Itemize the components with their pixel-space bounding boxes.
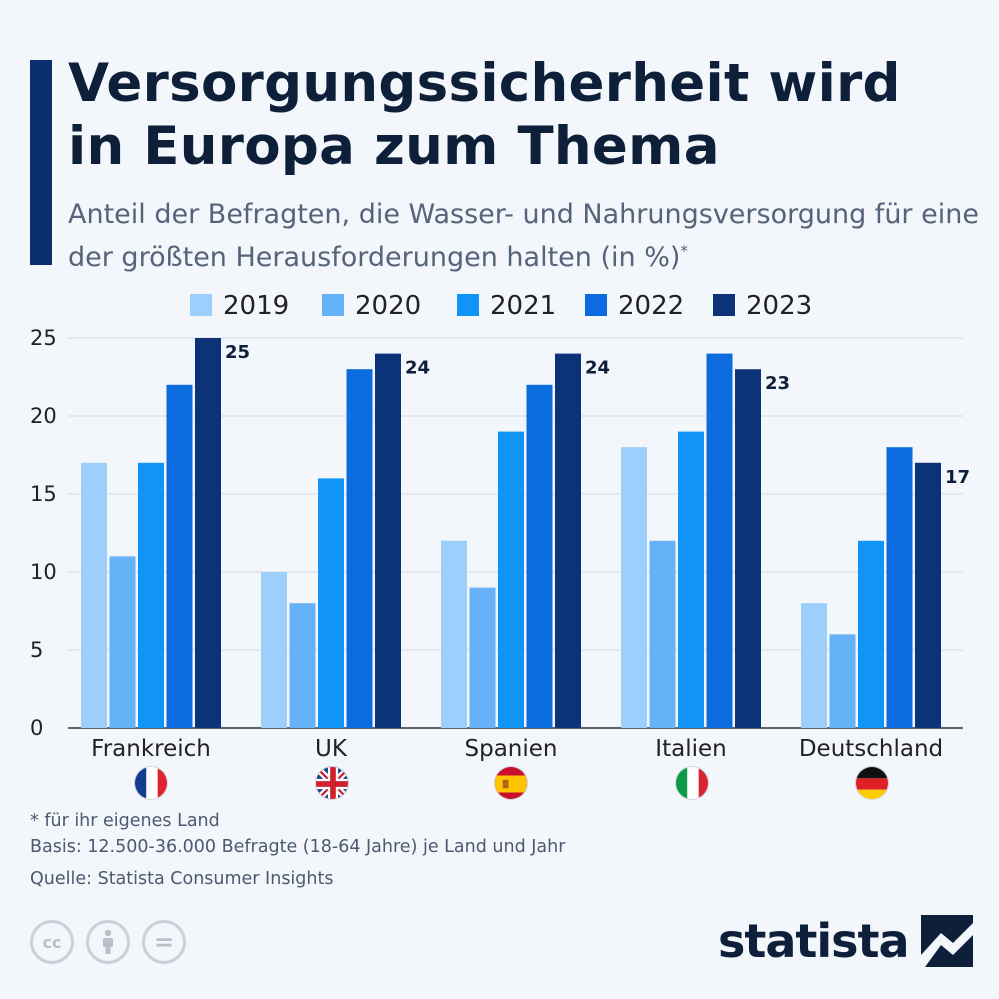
legend-label: 2020 <box>355 291 421 321</box>
bar <box>526 384 553 728</box>
chart-title: Versorgungssicherheit wird in Europa zum… <box>68 53 901 177</box>
y-tick-label: 20 <box>30 404 57 428</box>
subtitle-text: Anteil der Befragten, die Wasser- und Na… <box>68 199 979 273</box>
y-tick-label: 5 <box>30 638 43 662</box>
bar <box>621 447 647 728</box>
chart-subtitle: Anteil der Befragten, die Wasser- und Na… <box>68 196 988 276</box>
y-tick-label: 10 <box>30 560 57 584</box>
data-label: 24 <box>585 358 610 379</box>
bar <box>138 462 164 728</box>
data-label: 17 <box>945 467 970 488</box>
category-label: Italien <box>655 736 726 762</box>
bar <box>498 431 524 728</box>
germany-flag <box>855 766 889 800</box>
data-label: 24 <box>405 358 430 379</box>
bar <box>469 587 496 728</box>
bar <box>375 353 401 728</box>
category-label: Spanien <box>465 736 558 762</box>
legend-swatch <box>457 294 479 316</box>
bar <box>801 603 827 728</box>
bar <box>886 447 913 728</box>
bar <box>261 572 287 728</box>
category-label: Frankreich <box>91 736 211 762</box>
bar <box>195 338 221 728</box>
y-tick-label: 0 <box>30 716 43 740</box>
bar <box>441 540 467 728</box>
legend-label: 2019 <box>223 291 289 321</box>
data-label: 23 <box>765 373 790 394</box>
legend-swatch <box>585 294 607 316</box>
bar <box>678 431 704 728</box>
footnote: * für ihr eigenes Land <box>30 811 220 831</box>
bar <box>81 462 107 728</box>
category-label: Deutschland <box>799 736 943 762</box>
legend-swatch <box>190 294 212 316</box>
bar <box>735 369 761 728</box>
nd-icon[interactable]: = <box>142 920 186 964</box>
bar <box>318 478 344 728</box>
legend-label: 2023 <box>746 291 812 321</box>
statista-logo[interactable]: statista <box>718 914 973 968</box>
license-icons: cc = <box>30 920 186 964</box>
bar <box>858 540 884 728</box>
france-flag <box>134 766 168 800</box>
cc-icon[interactable]: cc <box>30 920 74 964</box>
bar <box>555 353 581 728</box>
spain-flag <box>494 766 528 800</box>
legend-label: 2021 <box>490 291 556 321</box>
bar <box>346 369 373 728</box>
bar <box>915 462 941 728</box>
bar <box>649 540 676 728</box>
bar <box>289 603 316 728</box>
bar <box>166 384 193 728</box>
title-accent-bar <box>30 60 52 265</box>
by-icon[interactable] <box>86 920 130 964</box>
y-tick-label: 15 <box>30 482 57 506</box>
italy-flag <box>675 766 709 800</box>
bar <box>829 634 856 728</box>
bar <box>109 556 136 728</box>
legend-swatch <box>322 294 344 316</box>
y-tick-label: 25 <box>30 326 57 350</box>
subtitle-footnote-mark: * <box>680 242 688 260</box>
statista-logo-text: statista <box>718 914 910 968</box>
category-label: UK <box>315 736 348 762</box>
bar-chart: 0 5 10 15 20 25 2019 2020 2021 2022 2023 25 Frankrei… <box>30 291 970 762</box>
legend-swatch <box>713 294 735 316</box>
uk-flag <box>315 766 349 800</box>
basis-note: Basis: 12.500-36.000 Befragte (18-64 Jah… <box>30 837 566 857</box>
source-note: Quelle: Statista Consumer Insights <box>30 869 334 889</box>
bar <box>706 353 733 728</box>
data-label: 25 <box>225 342 250 363</box>
legend-label: 2022 <box>618 291 684 321</box>
statista-logo-icon <box>920 915 973 967</box>
